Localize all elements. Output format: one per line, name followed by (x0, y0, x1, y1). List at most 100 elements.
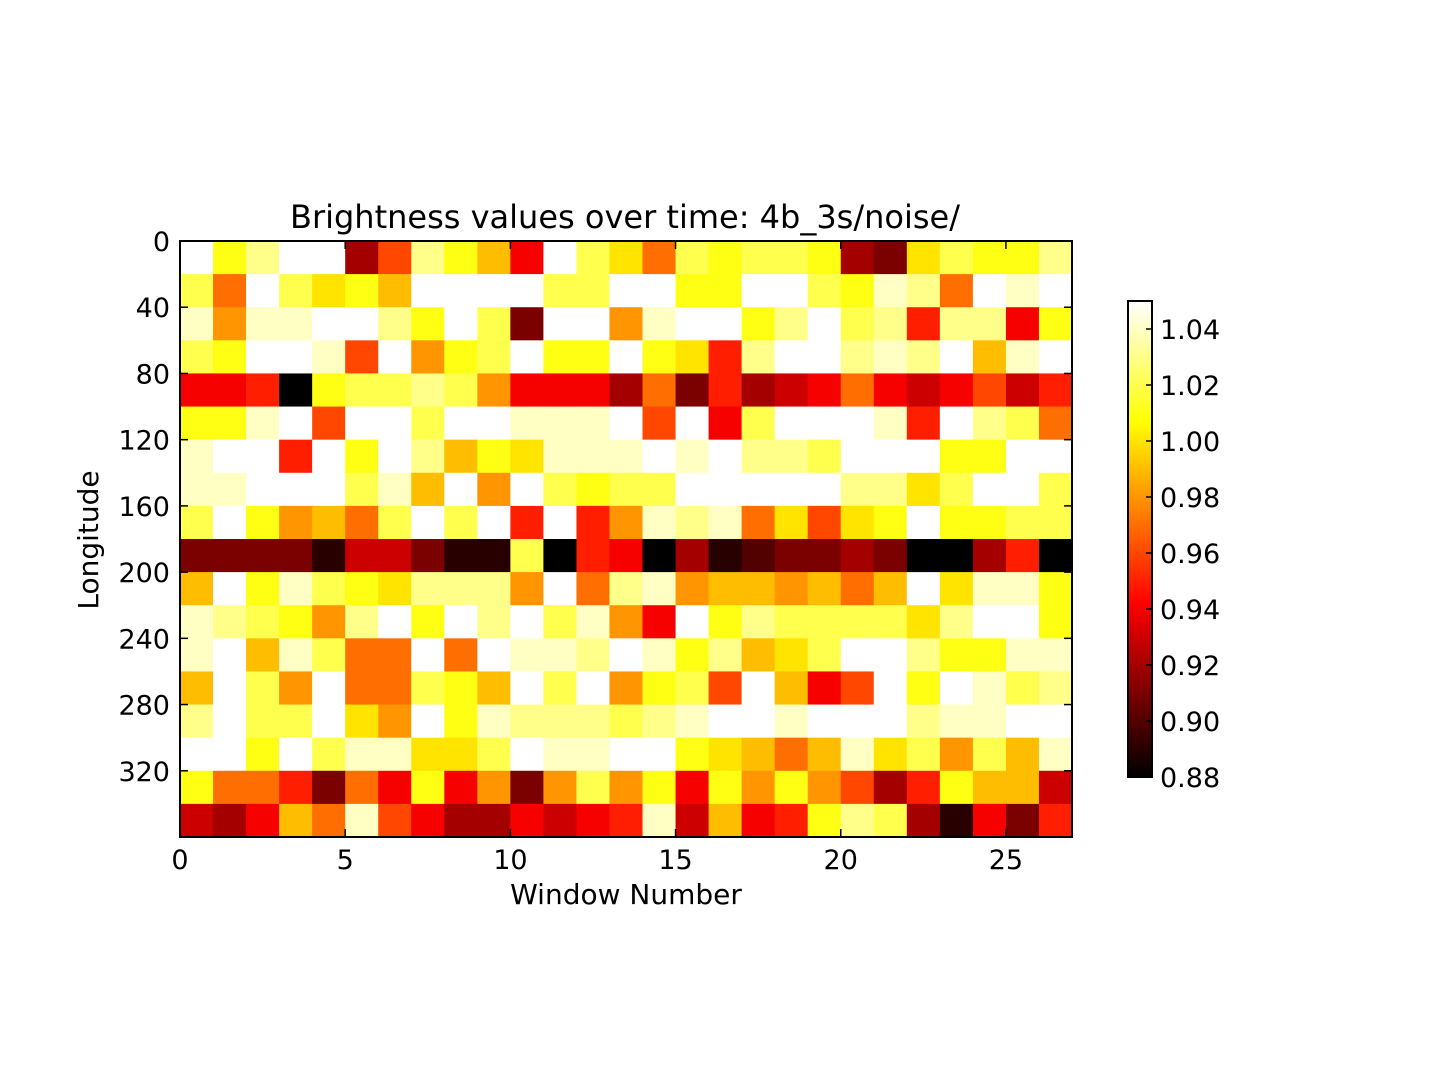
heatmap-cell (444, 340, 478, 375)
heatmap-cell (708, 671, 743, 706)
heatmap-cell (411, 274, 445, 308)
heatmap-cell (609, 770, 644, 805)
heatmap-cell (180, 274, 214, 308)
heatmap-cell (642, 406, 677, 441)
heatmap-cell (939, 340, 974, 375)
heatmap-cell (543, 340, 578, 375)
heatmap-cell (708, 505, 743, 540)
plot-frame (179, 240, 1073, 838)
heatmap-cell (774, 472, 809, 507)
heatmap-cell (246, 737, 280, 772)
heatmap-cell (807, 472, 842, 507)
heatmap-cell (609, 307, 644, 341)
heatmap-cell (642, 439, 677, 474)
heatmap-cell (510, 406, 545, 441)
heatmap-cell (180, 638, 214, 673)
heatmap-cell (873, 406, 908, 441)
heatmap-cell (840, 274, 875, 308)
heatmap-cell (312, 307, 346, 341)
heatmap-cell (312, 406, 346, 441)
heatmap-cell (675, 241, 710, 275)
heatmap-cell (510, 505, 545, 540)
heatmap-cell (1038, 539, 1073, 573)
heatmap-cell (543, 737, 578, 772)
heatmap-cell (213, 307, 247, 341)
heatmap-cell (675, 472, 710, 507)
heatmap-cell (807, 737, 842, 772)
heatmap-cell (345, 505, 379, 540)
heatmap-cell (906, 406, 941, 441)
heatmap-cell (708, 307, 743, 341)
colorbar-tick-label: 0.94 (1160, 595, 1220, 626)
heatmap-cell (741, 439, 776, 474)
heatmap-cell (642, 274, 677, 308)
heatmap-cell (840, 505, 875, 540)
heatmap-cell (807, 803, 842, 838)
heatmap-cell (444, 671, 478, 706)
heatmap-cell (906, 340, 941, 375)
heatmap-cell (972, 307, 1007, 341)
heatmap-cell (708, 704, 743, 739)
heatmap-cell (741, 241, 776, 275)
heatmap-cell (972, 241, 1007, 275)
x-tick-label: 10 (493, 845, 527, 876)
heatmap-cell (444, 770, 478, 805)
heatmap-cell (1005, 737, 1040, 772)
heatmap-cell (576, 340, 611, 375)
heatmap-cell (1038, 241, 1073, 275)
heatmap-cell (840, 439, 875, 474)
heatmap-cell (873, 638, 908, 673)
heatmap-cell (972, 704, 1007, 739)
heatmap-cell (477, 406, 511, 441)
heatmap-cell (279, 439, 313, 474)
heatmap-cell (411, 737, 445, 772)
heatmap-cell (246, 605, 280, 639)
heatmap-cell (939, 638, 974, 673)
heatmap-cell (246, 770, 280, 805)
heatmap-cell (873, 373, 908, 408)
heatmap-cell (378, 340, 412, 375)
colorbar-tick-label: 0.90 (1160, 707, 1220, 738)
heatmap-cell (939, 605, 974, 639)
heatmap-cell (477, 340, 511, 375)
heatmap-cell (510, 274, 545, 308)
heatmap-cell (774, 671, 809, 706)
colorbar-tick-label: 0.92 (1160, 651, 1220, 682)
heatmap-cell (543, 274, 578, 308)
heatmap-cell (906, 539, 941, 573)
y-tick-label: 320 (118, 757, 170, 788)
heatmap-cell (411, 373, 445, 408)
heatmap-cell (312, 605, 346, 639)
heatmap-cell (1005, 638, 1040, 673)
heatmap-cell (642, 373, 677, 408)
heatmap-cell (675, 737, 710, 772)
heatmap-cell (444, 638, 478, 673)
heatmap-cell (576, 241, 611, 275)
heatmap-cell (807, 274, 842, 308)
heatmap-cell (708, 605, 743, 639)
heatmap-cell (741, 803, 776, 838)
heatmap-cell (708, 472, 743, 507)
heatmap-cell (444, 241, 478, 275)
heatmap-cell (1038, 803, 1073, 838)
heatmap-cell (345, 406, 379, 441)
heatmap-cell (675, 704, 710, 739)
heatmap-cell (213, 671, 247, 706)
heatmap-cell (477, 770, 511, 805)
heatmap-cell (411, 605, 445, 639)
heatmap-cell (708, 439, 743, 474)
x-tick-label: 25 (989, 845, 1023, 876)
heatmap-cell (312, 671, 346, 706)
y-tick-label: 40 (136, 293, 170, 324)
heatmap-cell (609, 472, 644, 507)
heatmap-cell (543, 505, 578, 540)
heatmap-cell (774, 241, 809, 275)
heatmap-cell (642, 803, 677, 838)
heatmap-cell (477, 505, 511, 540)
heatmap-cell (774, 539, 809, 573)
heatmap-cell (543, 605, 578, 639)
heatmap-cell (840, 539, 875, 573)
heatmap-cell (510, 770, 545, 805)
heatmap-cell (279, 803, 313, 838)
heatmap-cell (477, 241, 511, 275)
